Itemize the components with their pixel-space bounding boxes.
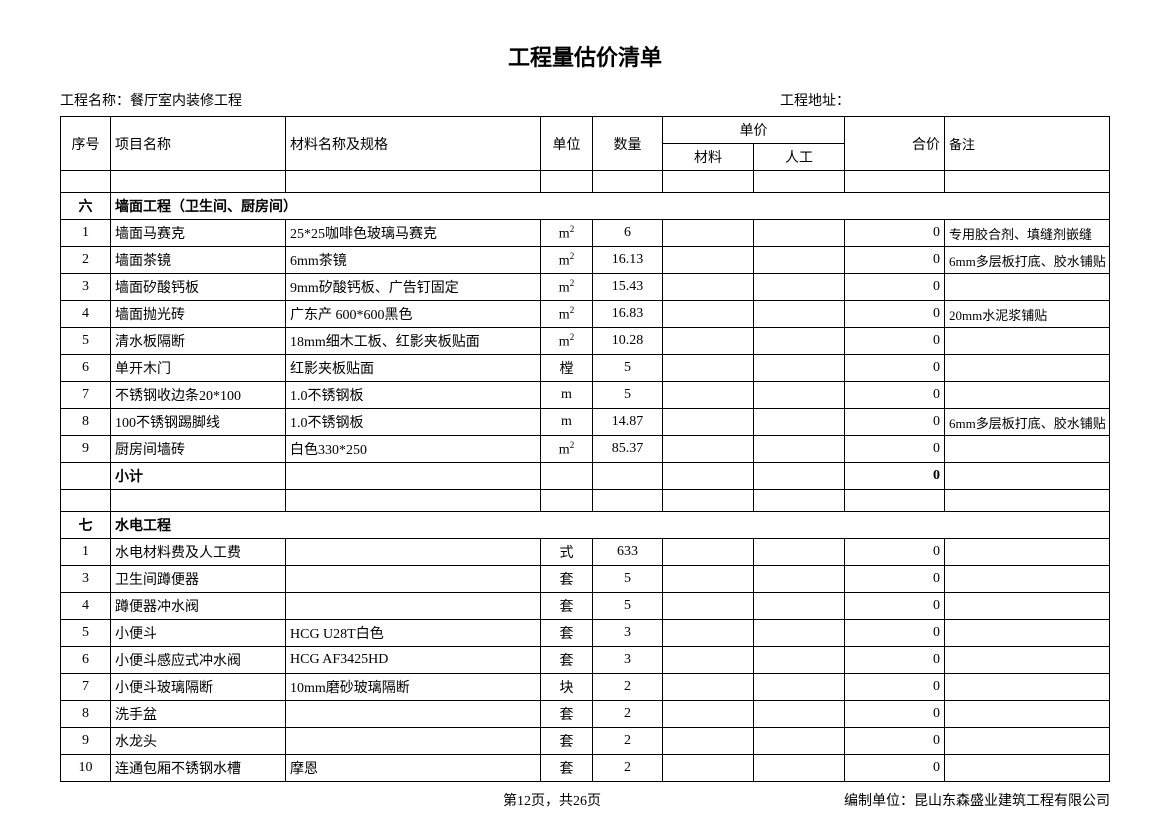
table-row: 8100不锈钢踢脚线1.0不锈钢板m14.8706mm多层板打底、胶水铺贴	[61, 409, 1110, 436]
project-address: 工程地址：	[780, 90, 1110, 110]
table-row: 3墙面矽酸钙板9mm矽酸钙板、广告钉固定m215.430	[61, 274, 1110, 301]
table-row: 5清水板隔断18mm细木工板、红影夹板贴面m210.280	[61, 328, 1110, 355]
company: 编制单位：昆山东森盛业建筑工程有限公司	[844, 790, 1110, 810]
subtotal-row: 小计0	[61, 463, 1110, 490]
table-row: 3卫生间蹲便器套50	[61, 566, 1110, 593]
table-row: 9水龙头套20	[61, 728, 1110, 755]
page-title: 工程量估价清单	[60, 40, 1110, 72]
blank-row	[61, 490, 1110, 512]
project-label: 工程名称：	[60, 94, 130, 109]
estimate-table: 序号 项目名称 材料名称及规格 单位 数量 单价 合价 备注 材料 人工 六墙面…	[60, 116, 1110, 782]
col-price: 单价	[663, 117, 845, 144]
blank-row	[61, 171, 1110, 193]
col-seq: 序号	[61, 117, 111, 171]
col-mat: 材料	[663, 144, 754, 171]
company-label: 编制单位：	[844, 794, 914, 809]
col-name: 项目名称	[111, 117, 286, 171]
table-row: 4蹲便器冲水阀套50	[61, 593, 1110, 620]
col-qty: 数量	[593, 117, 663, 171]
header-row: 工程名称：餐厅室内装修工程 工程地址：	[60, 90, 1110, 110]
col-lab: 人工	[754, 144, 845, 171]
table-row: 9厨房间墙砖白色330*250m285.370	[61, 436, 1110, 463]
table-row: 8洗手盆套20	[61, 701, 1110, 728]
section-row: 七水电工程	[61, 512, 1110, 539]
table-row: 4墙面抛光砖广东产 600*600黑色m216.83020mm水泥浆铺贴	[61, 301, 1110, 328]
footer: 第12页，共26页 编制单位：昆山东森盛业建筑工程有限公司	[60, 790, 1110, 810]
table-row: 7不锈钢收边条20*1001.0不锈钢板m50	[61, 382, 1110, 409]
col-spec: 材料名称及规格	[286, 117, 541, 171]
header-row-1: 序号 项目名称 材料名称及规格 单位 数量 单价 合价 备注	[61, 117, 1110, 144]
col-total: 合价	[845, 117, 945, 171]
col-unit: 单位	[541, 117, 593, 171]
table-row: 1墙面马赛克25*25咖啡色玻璃马赛克m260专用胶合剂、填缝剂嵌缝	[61, 220, 1110, 247]
table-row: 2墙面茶镜6mm茶镜m216.1306mm多层板打底、胶水铺贴	[61, 247, 1110, 274]
project-name: 工程名称：餐厅室内装修工程	[60, 90, 242, 110]
table-row: 10连通包厢不锈钢水槽摩恩套20	[61, 755, 1110, 782]
col-note: 备注	[945, 117, 1110, 171]
page-number: 第12页，共26页	[60, 790, 844, 810]
company-value: 昆山东森盛业建筑工程有限公司	[914, 794, 1110, 809]
project-value: 餐厅室内装修工程	[130, 94, 242, 109]
table-row: 5小便斗HCG U28T白色套30	[61, 620, 1110, 647]
table-row: 1水电材料费及人工费式6330	[61, 539, 1110, 566]
table-row: 6单开木门红影夹板贴面樘50	[61, 355, 1110, 382]
table-row: 7小便斗玻璃隔断10mm磨砂玻璃隔断块20	[61, 674, 1110, 701]
table-row: 6小便斗感应式冲水阀HCG AF3425HD套30	[61, 647, 1110, 674]
section-row: 六墙面工程（卫生间、厨房间）	[61, 193, 1110, 220]
